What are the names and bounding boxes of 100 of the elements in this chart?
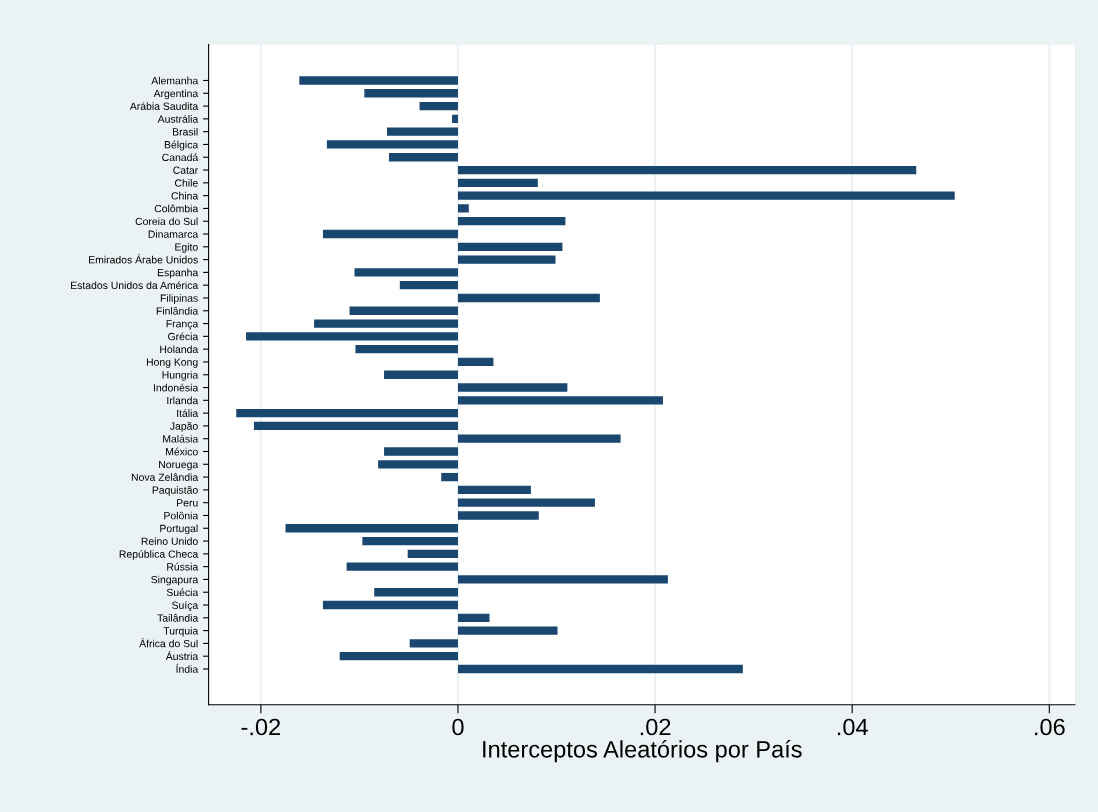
bar [246, 332, 458, 341]
y-tick-label: Arábia Saudita [129, 102, 199, 110]
bar [384, 447, 458, 456]
y-tick-label: China [171, 191, 199, 200]
x-tick-label: .04 [837, 718, 868, 736]
bar [457, 498, 595, 507]
bar [388, 153, 458, 162]
bar [457, 242, 563, 251]
bar [355, 344, 458, 354]
y-tick-label: Argentina [153, 89, 199, 100]
x-tick-label: .02 [640, 718, 671, 736]
bar [457, 178, 538, 187]
y-tick-label: Suíça [172, 601, 199, 612]
bar [253, 421, 458, 431]
bar [457, 357, 494, 367]
y-tick-label: Estados Unidos da América [71, 281, 199, 290]
y-tick-label: Nova Zelândia [131, 473, 199, 481]
x-tick-label: .06 [1035, 718, 1065, 736]
y-tick-label: República Checa [119, 550, 199, 560]
bar [457, 575, 668, 584]
bar [409, 639, 458, 648]
bar [374, 588, 458, 597]
y-tick-label: Holanda [160, 345, 199, 354]
y-tick-label: Coreia do Sul [135, 217, 198, 226]
bar [457, 434, 621, 443]
bar [326, 140, 458, 149]
bar [457, 396, 663, 405]
y-tick-label: Colômbia [154, 204, 199, 213]
y-tick-label: Indonésia [153, 383, 199, 392]
y-tick-label: Rússia [167, 562, 199, 571]
y-tick-label: Portugal [160, 524, 198, 535]
x-axis-title: Interceptos Aleatórios por País [483, 740, 802, 763]
bar [314, 319, 458, 328]
bar [339, 652, 458, 661]
bar [457, 613, 490, 622]
y-tick-label: Canadá [162, 153, 199, 162]
bar [419, 101, 458, 111]
bar [364, 89, 458, 98]
y-tick-label: Irlanda [167, 396, 199, 405]
bar [457, 191, 955, 200]
y-tick-label: França [166, 320, 199, 330]
y-tick-label: Hungria [162, 370, 199, 381]
x-tick-label: -.02 [241, 718, 281, 736]
bar [457, 383, 568, 392]
bar [457, 204, 469, 213]
y-tick-label: Espanha [157, 268, 199, 279]
bar [299, 76, 458, 85]
y-tick-label: Paquistão [152, 486, 198, 496]
bar [322, 229, 458, 239]
y-tick-label: África do Sul [139, 638, 198, 648]
bar [457, 511, 539, 520]
y-tick-label: Polônia [164, 511, 199, 520]
bar [378, 460, 458, 469]
y-tick-label: Suécia [166, 588, 199, 597]
y-tick-label: Catar [173, 166, 199, 174]
bar [346, 562, 458, 571]
bar [384, 370, 458, 379]
x-tick-label: 0 [452, 718, 464, 736]
y-tick-label: Áustria [165, 650, 199, 661]
bar [407, 549, 458, 559]
y-tick-label: Filipinas [160, 294, 198, 304]
bar [457, 626, 558, 635]
y-tick-label: Singapura [151, 575, 199, 586]
y-tick-label: Japão [169, 422, 198, 432]
bar [349, 306, 458, 315]
y-tick-label: Peru [177, 499, 198, 507]
bar [354, 268, 458, 277]
y-tick-label: Finlândia [156, 306, 199, 315]
y-tick-label: Bélgica [164, 140, 199, 151]
bar [457, 217, 566, 226]
bar [452, 114, 458, 124]
bar [457, 255, 556, 264]
bar [322, 600, 458, 610]
y-tick-label: México [166, 447, 198, 456]
y-tick-label: Emirados Árabe Unidos [89, 254, 198, 264]
y-tick-label: Chile [175, 179, 198, 187]
bar [399, 281, 458, 290]
bar [457, 293, 600, 303]
y-tick-label: Reino Unido [141, 537, 198, 545]
bar [457, 165, 917, 175]
y-tick-label: Hong Kong [146, 358, 198, 368]
bar [236, 408, 458, 418]
y-tick-label: Turquia [163, 626, 199, 637]
y-tick-label: Dinamarca [148, 230, 199, 238]
bar [285, 524, 458, 533]
y-tick-label: Noruega [159, 460, 199, 471]
y-tick-label: Grécia [168, 332, 199, 341]
y-tick-label: Itália [177, 409, 199, 417]
y-tick-label: Tailândia [157, 614, 199, 622]
bar [457, 664, 743, 674]
y-tick-label: Austrália [157, 114, 199, 123]
bar [441, 472, 458, 482]
bar [457, 485, 531, 495]
bar [362, 536, 458, 546]
bar [387, 127, 458, 136]
y-tick-label: Egito [175, 243, 198, 253]
y-tick-label: Alemanha [151, 76, 199, 85]
y-tick-label: Brasil [173, 127, 198, 136]
y-tick-label: Malásia [163, 434, 199, 443]
y-tick-label: Índia [176, 663, 199, 673]
